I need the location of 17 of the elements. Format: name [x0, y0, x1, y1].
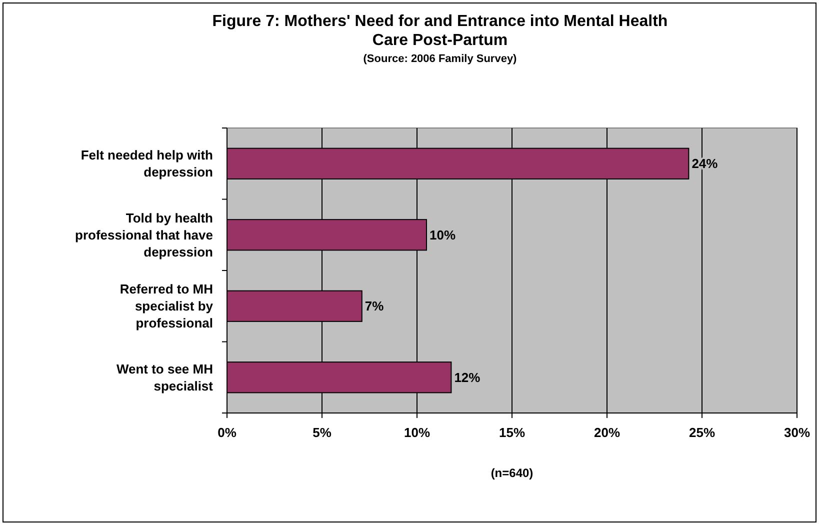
x-tick-label: 25% [688, 425, 716, 440]
chart-title: Figure 7: Mothers' Need for and Entrance into Mental Health Care Post-Partum [212, 13, 668, 49]
y-tick-label: Told by health professional that have depression [75, 210, 214, 260]
x-tick-label: 20% [594, 425, 620, 440]
x-axis-title: (n=640) [490, 466, 534, 480]
y-tick-label: Referred to MH specialist by professional [120, 282, 214, 331]
data-label: 12% [454, 370, 481, 385]
x-tick-label: 0% [218, 425, 237, 440]
data-label: 7% [364, 298, 384, 314]
data-label: 10% [430, 227, 456, 242]
y-tick-label: Went to see MH specialist [116, 361, 214, 394]
x-tick-label: 5% [312, 425, 332, 440]
x-tick-label: 10% [404, 425, 430, 440]
chart-subtitle: (Source: 2006 Family Survey) [363, 53, 518, 65]
y-tick-label: Felt needed help with depression [80, 148, 214, 180]
x-tick-label: 30% [784, 425, 810, 440]
x-tick-label: 15% [498, 425, 526, 440]
